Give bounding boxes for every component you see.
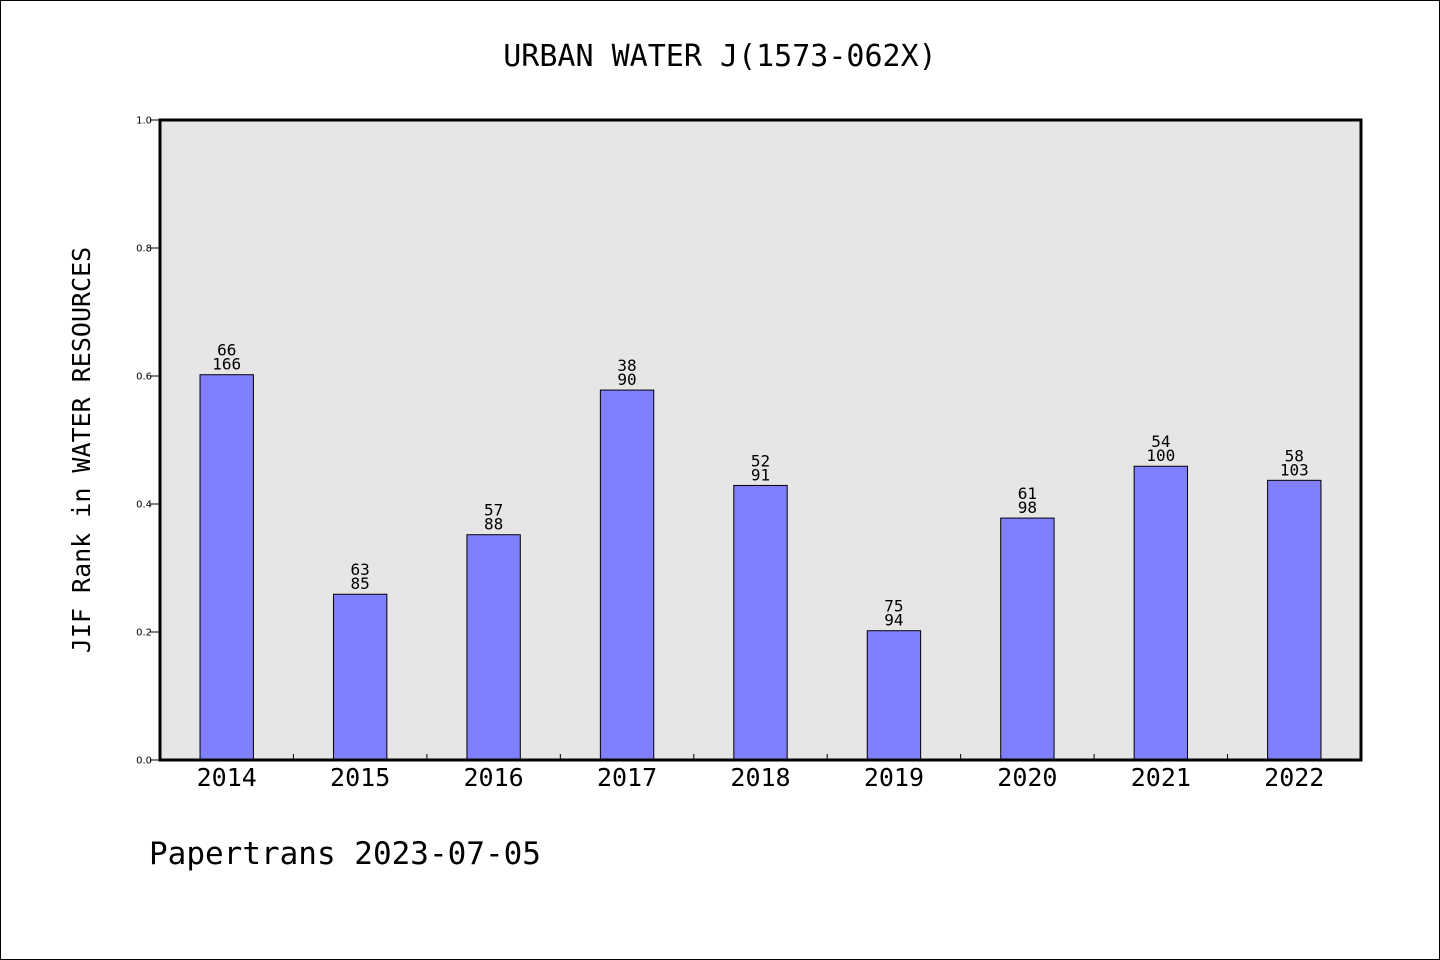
bar-2017 — [599, 389, 655, 761]
bar-2014 — [199, 374, 254, 761]
y-tick-label: 0.2 — [136, 628, 152, 639]
y-tick-label: 0.0 — [136, 756, 152, 767]
bar-series — [199, 374, 1322, 761]
bar-total-label: 88 — [484, 515, 503, 534]
x-tick-label: 2016 — [464, 763, 524, 792]
x-tick-label: 2022 — [1264, 763, 1324, 792]
bar-rank-label: 52 — [751, 451, 770, 470]
bar-rank-label: 66 — [217, 341, 236, 360]
x-tick-label: 2021 — [1131, 763, 1191, 792]
bar-2016 — [466, 534, 521, 761]
bar-rank-label: 58 — [1285, 446, 1304, 465]
chart-title: URBAN WATER J(1573-062X) — [503, 39, 936, 74]
x-tick-label: 2018 — [730, 763, 790, 792]
x-tick-label: 2014 — [197, 763, 257, 792]
y-axis-label: JIF Rank in WATER RESOURCES — [67, 247, 96, 653]
y-tick-label: 0.8 — [136, 244, 152, 255]
bar-2020 — [1000, 517, 1055, 761]
x-tick-label: 2020 — [997, 763, 1057, 792]
x-tick-label: 2019 — [864, 763, 924, 792]
bar-total-label: 98 — [1018, 498, 1037, 517]
bar-rank-label: 54 — [1151, 432, 1170, 451]
x-tick-label: 2017 — [597, 763, 657, 792]
bar-rank-label: 75 — [884, 597, 903, 616]
bar-total-label: 103 — [1280, 460, 1309, 479]
x-axis: 2014 2015 2016 2017 2018 2019 2020 2021 2022 — [197, 754, 1324, 792]
bar-total-label: 166 — [212, 355, 241, 374]
bar-rank-label: 63 — [351, 560, 370, 579]
bar-rank-label: 38 — [617, 356, 636, 375]
y-tick-label: 0.4 — [136, 500, 152, 511]
bar-2019 — [866, 630, 922, 761]
bar-total-label: 85 — [351, 574, 370, 593]
bar-total-label: 100 — [1146, 446, 1175, 465]
y-axis: 0.0 0.2 0.4 0.6 0.8 1.0 — [136, 116, 160, 767]
x-tick-label: 2015 — [330, 763, 390, 792]
y-tick-label: 1.0 — [136, 116, 152, 127]
bar-2022 — [1267, 479, 1322, 761]
bar-total-label: 91 — [751, 465, 770, 484]
bar-rank-label: 61 — [1018, 484, 1037, 503]
bar-rank-label: 57 — [484, 501, 503, 520]
bar-2021 — [1133, 465, 1189, 761]
bar-total-label: 94 — [884, 611, 903, 630]
bar-2018 — [733, 484, 788, 761]
plot-border — [158, 118, 1363, 762]
y-tick-label: 0.6 — [136, 372, 152, 383]
bar-total-label: 90 — [617, 370, 636, 389]
footer-credit: Papertrans 2023-07-05 — [149, 836, 541, 872]
bar-2015 — [332, 593, 388, 761]
